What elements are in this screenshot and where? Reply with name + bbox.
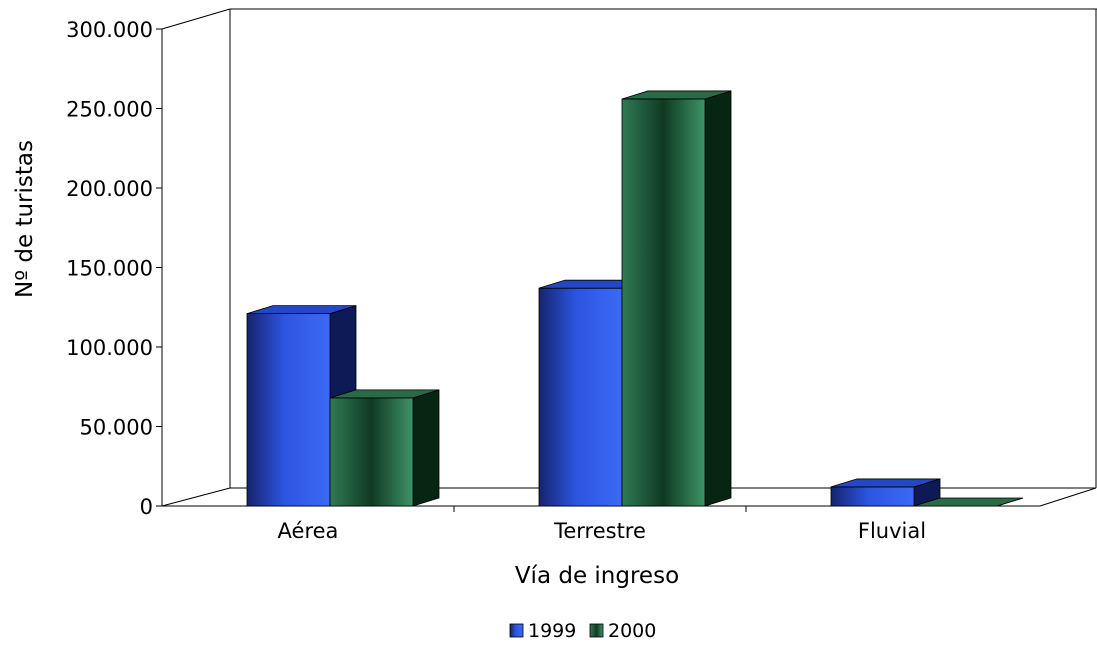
y-tick-label: 250.000 <box>66 98 153 122</box>
bar-side <box>412 389 440 507</box>
bar-front <box>246 313 331 507</box>
bar-top <box>621 90 732 100</box>
legend-swatch <box>589 623 604 638</box>
bar-top <box>913 497 1024 507</box>
depth-top-edge <box>161 8 231 30</box>
bar-top <box>830 478 941 488</box>
y-tick-label: 150.000 <box>66 257 153 281</box>
y-tick-label: 100.000 <box>66 336 153 360</box>
legend: 1999 2000 <box>509 620 656 642</box>
bars <box>246 90 1024 507</box>
x-axis-label: Vía de ingreso <box>515 563 679 589</box>
y-axis-ticks: 0 50.000 100.000 150.000 200.000 250.000 300.0… <box>66 18 162 519</box>
y-axis-label: Nº de turistas <box>12 140 38 298</box>
bar-front <box>621 98 706 507</box>
y-tick-label: 200.000 <box>66 177 153 201</box>
bar-side <box>704 90 732 507</box>
legend-label: 2000 <box>608 620 656 642</box>
bar-2000-1 <box>621 90 732 507</box>
legend-label: 1999 <box>528 620 576 642</box>
bar-top <box>246 305 357 315</box>
bar-2000-2 <box>913 497 1024 507</box>
legend-swatch <box>509 623 524 638</box>
x-tick-label: Terrestre <box>553 519 646 543</box>
y-tick-label: 0 <box>140 495 153 519</box>
floor-right-edge <box>1039 487 1097 507</box>
bar-front <box>329 397 414 507</box>
x-axis-tick-labels: Aérea Terrestre Fluvial <box>278 519 927 543</box>
y-tick-label: 50.000 <box>80 416 153 440</box>
legend-item-2000: 2000 <box>589 620 656 642</box>
x-tick-label: Aérea <box>278 519 339 543</box>
x-tick-label: Fluvial <box>858 519 926 543</box>
y-tick-label: 300.000 <box>66 18 153 42</box>
bar-top <box>329 389 440 399</box>
legend-item-1999: 1999 <box>509 620 576 642</box>
bar-front <box>538 287 623 507</box>
floor-left-edge <box>161 487 231 507</box>
bar-1999-2 <box>830 478 941 507</box>
bar-2000-0 <box>329 389 440 507</box>
x-axis-ticks <box>453 506 747 512</box>
bar-front <box>830 486 915 507</box>
